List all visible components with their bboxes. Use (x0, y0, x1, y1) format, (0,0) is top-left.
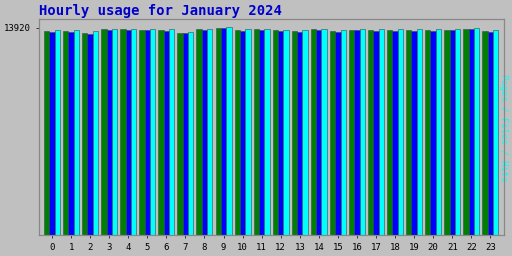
Bar (49, 32, 55, 235)
Bar (335, 31, 340, 235)
Bar (240, 31, 245, 235)
Bar (431, 31, 436, 235)
Bar (273, 30, 278, 235)
Bar (82, 34, 88, 235)
Bar (482, 31, 487, 235)
Bar (259, 30, 264, 235)
Bar (188, 31, 194, 235)
Bar (349, 30, 354, 235)
Bar (359, 29, 365, 235)
Bar (392, 31, 398, 235)
Bar (150, 29, 155, 235)
Bar (226, 27, 231, 235)
Bar (354, 30, 359, 235)
Text: Hourly usage for January 2024: Hourly usage for January 2024 (39, 4, 282, 18)
Bar (311, 29, 316, 235)
Bar (417, 29, 422, 235)
Bar (283, 30, 289, 235)
Bar (398, 29, 403, 235)
Bar (444, 30, 450, 235)
Bar (330, 31, 335, 235)
Bar (387, 30, 392, 235)
Bar (264, 29, 270, 235)
Bar (373, 31, 379, 235)
Bar (144, 30, 150, 235)
Bar (455, 29, 460, 235)
Bar (202, 30, 207, 235)
Bar (112, 29, 117, 235)
Bar (297, 32, 303, 235)
Bar (55, 30, 60, 235)
Bar (125, 30, 131, 235)
Bar (463, 29, 468, 235)
Bar (106, 30, 112, 235)
Bar (164, 31, 169, 235)
Bar (468, 29, 474, 235)
Bar (158, 30, 164, 235)
Bar (221, 28, 226, 235)
Bar (436, 29, 441, 235)
Bar (63, 31, 69, 235)
Bar (178, 33, 183, 235)
Bar (368, 30, 373, 235)
Bar (207, 29, 212, 235)
Bar (316, 30, 322, 235)
Bar (131, 29, 136, 235)
Bar (253, 29, 259, 235)
Bar (216, 28, 221, 235)
Bar (93, 31, 98, 235)
Bar (406, 30, 412, 235)
Bar (379, 29, 384, 235)
Bar (69, 32, 74, 235)
Bar (425, 30, 431, 235)
Bar (74, 30, 79, 235)
Bar (88, 34, 93, 235)
Bar (197, 29, 202, 235)
Bar (303, 30, 308, 235)
Bar (278, 31, 283, 235)
Bar (44, 31, 49, 235)
Bar (120, 29, 125, 235)
Bar (474, 28, 479, 235)
Bar (234, 30, 240, 235)
Y-axis label: Pages / Files / Hits: Pages / Files / Hits (499, 73, 508, 181)
Bar (101, 29, 106, 235)
Bar (245, 29, 250, 235)
Bar (412, 31, 417, 235)
Bar (340, 30, 346, 235)
Bar (487, 32, 493, 235)
Bar (139, 30, 144, 235)
Bar (183, 33, 188, 235)
Bar (292, 31, 297, 235)
Bar (450, 30, 455, 235)
Bar (493, 30, 498, 235)
Bar (169, 29, 175, 235)
Bar (322, 29, 327, 235)
